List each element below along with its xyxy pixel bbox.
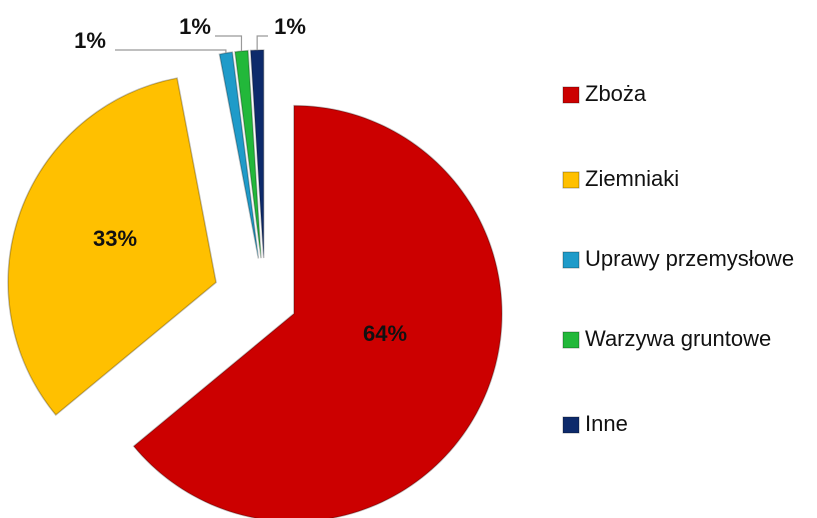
legend-swatch [562, 86, 580, 104]
leader-line [256, 35, 268, 51]
legend-label: Uprawy przemysłowe [585, 246, 794, 271]
pie-slice [7, 77, 217, 417]
legend-swatch [562, 416, 580, 434]
data-label: 1% [179, 14, 211, 39]
legend-label: Zboża [585, 81, 647, 106]
data-label: 33% [93, 226, 137, 251]
data-label: 1% [74, 28, 106, 53]
legend-label: Inne [585, 411, 628, 436]
legend-label: Warzywa gruntowe [585, 326, 771, 351]
legend-swatch [562, 331, 580, 349]
legend-swatch [562, 251, 580, 269]
pie-slice [132, 104, 503, 518]
legend-swatch [562, 171, 580, 189]
leader-line [115, 49, 227, 54]
leader-line [215, 35, 243, 52]
data-label: 64% [363, 321, 407, 346]
legend-label: Ziemniaki [585, 166, 679, 191]
data-label: 1% [274, 14, 306, 39]
